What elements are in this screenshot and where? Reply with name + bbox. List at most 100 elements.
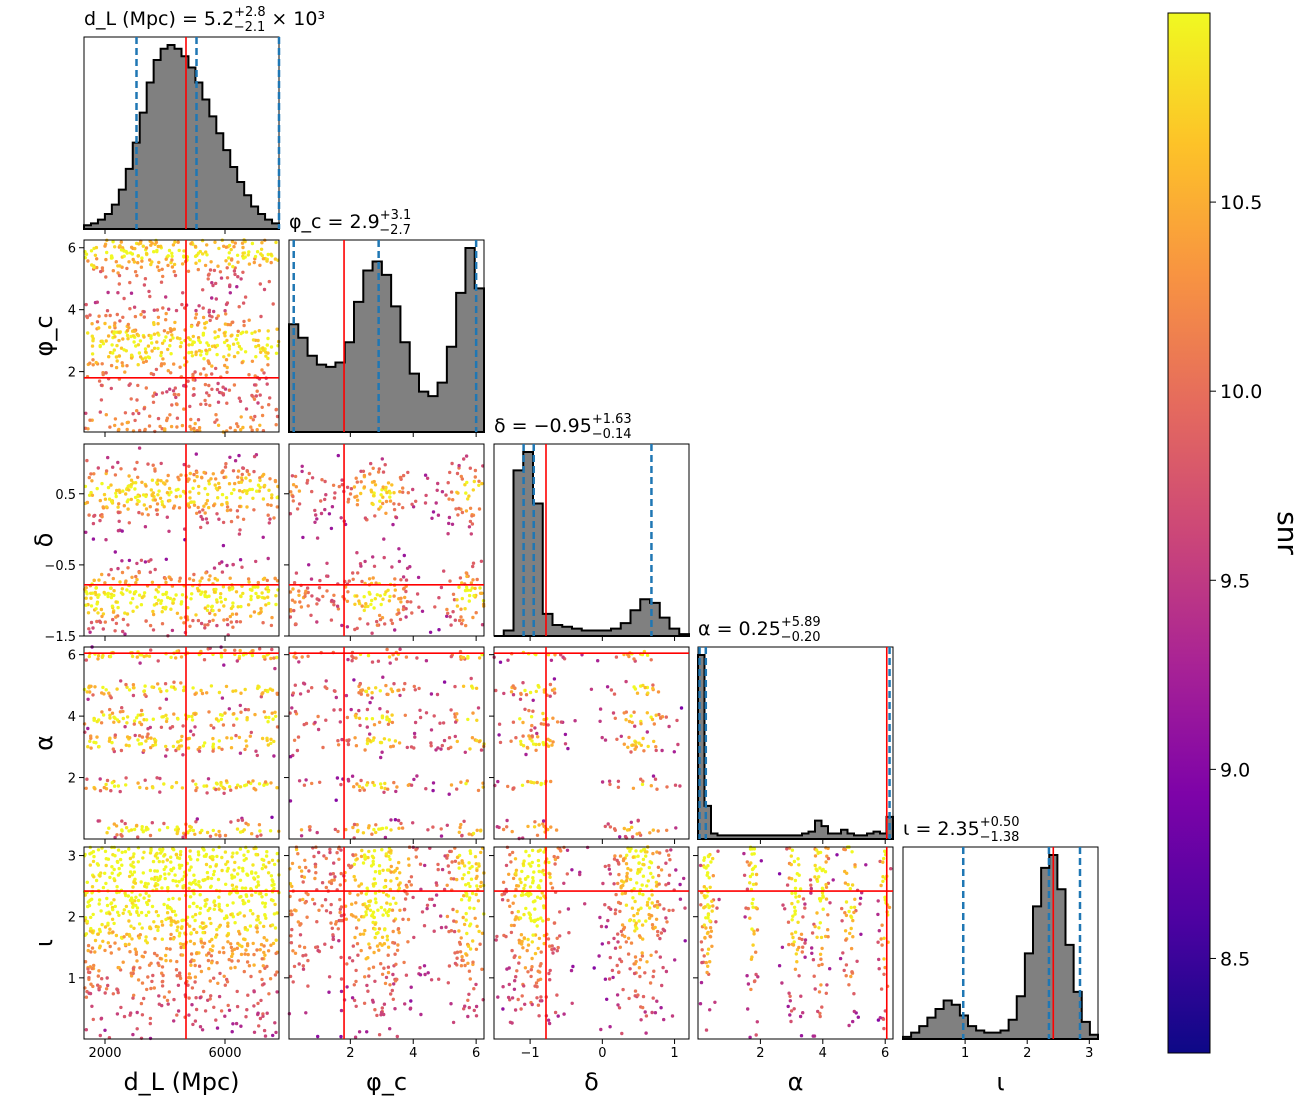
scatter-point — [246, 960, 249, 963]
scatter-point — [397, 883, 400, 886]
scatter-point — [258, 829, 261, 832]
scatter-point — [222, 476, 225, 479]
scatter-point — [466, 655, 469, 658]
scatter-point — [330, 903, 333, 906]
scatter-point — [133, 870, 136, 873]
scatter-point — [112, 898, 115, 901]
scatter-point — [116, 359, 119, 362]
scatter-point — [150, 349, 153, 352]
scatter-point — [384, 982, 387, 985]
scatter-point — [252, 989, 255, 992]
scatter-point — [457, 507, 460, 510]
scatter-point — [161, 860, 164, 863]
scatter-point — [255, 926, 258, 929]
scatter-point — [514, 871, 517, 874]
scatter-point — [445, 856, 448, 859]
scatter-point — [535, 981, 538, 984]
scatter-point — [159, 479, 162, 482]
scatter-point — [311, 476, 314, 479]
scatter-point — [239, 594, 242, 597]
scatter-point — [263, 288, 266, 291]
scatter-point — [100, 482, 103, 485]
scatter-point — [128, 736, 131, 739]
scatter-point — [169, 923, 172, 926]
scatter-point — [331, 927, 334, 930]
scatter-point — [143, 655, 146, 658]
scatter-point — [224, 462, 227, 465]
scatter-point — [345, 985, 348, 988]
scatter-point — [168, 499, 171, 502]
scatter-point — [119, 858, 122, 861]
scatter-point — [642, 749, 645, 752]
scatter-point — [131, 610, 134, 613]
scatter-point — [240, 945, 243, 948]
scatter-point — [251, 654, 254, 657]
scatter-point — [244, 739, 247, 742]
scatter-point — [304, 901, 307, 904]
scatter-point — [394, 739, 397, 742]
scatter-point — [100, 608, 103, 611]
scatter-point — [190, 325, 193, 328]
scatter-point — [239, 558, 242, 561]
scatter-point — [169, 339, 172, 342]
scatter-point — [267, 716, 270, 719]
scatter-point — [204, 511, 207, 514]
scatter-point — [254, 592, 257, 595]
scatter-point — [222, 663, 225, 666]
scatter-point — [560, 720, 563, 723]
scatter-point — [236, 827, 239, 830]
scatter-point — [169, 352, 172, 355]
scatter-point — [876, 913, 879, 916]
scatter-point — [330, 946, 333, 949]
scatter-point — [231, 601, 234, 604]
scatter-point — [290, 885, 293, 888]
scatter-point — [398, 909, 401, 912]
scatter-point — [362, 932, 365, 935]
scatter-point — [392, 998, 395, 1001]
scatter-point — [266, 720, 269, 723]
scatter-point — [86, 501, 89, 504]
scatter-point — [499, 661, 502, 664]
scatter-point — [262, 951, 265, 954]
scatter-point — [97, 819, 100, 822]
scatter-point — [340, 516, 343, 519]
scatter-point — [167, 308, 170, 311]
scatter-point — [529, 975, 532, 978]
scatter-point — [242, 301, 245, 304]
scatter-panel-dL-phic — [83, 238, 280, 433]
scatter-point — [289, 490, 292, 493]
scatter-point — [388, 495, 391, 498]
scatter-point — [134, 315, 137, 318]
scatter-point — [710, 930, 713, 933]
scatter-point — [513, 894, 516, 897]
scatter-point — [197, 252, 200, 255]
scatter-point — [107, 592, 110, 595]
scatter-point — [148, 964, 151, 967]
scatter-point — [134, 581, 137, 584]
scatter-point — [251, 488, 254, 491]
scatter-point — [256, 428, 259, 431]
scatter-point — [465, 575, 468, 578]
scatter-point — [615, 738, 618, 741]
scatter-point — [621, 988, 624, 991]
scatter-point — [425, 659, 428, 662]
scatter-point — [155, 910, 158, 913]
scatter-point — [290, 928, 293, 931]
scatter-point — [150, 685, 153, 688]
scatter-point — [195, 452, 198, 455]
scatter-point — [116, 291, 119, 294]
scatter-point — [373, 480, 376, 483]
scatter-point — [517, 998, 520, 1001]
scatter-point — [226, 618, 229, 621]
scatter-point — [125, 905, 128, 908]
scatter-point — [269, 977, 272, 980]
scatter-point — [200, 829, 203, 832]
scatter-point — [778, 872, 781, 875]
scatter-point — [158, 1003, 161, 1006]
scatter-point — [423, 973, 426, 976]
scatter-point — [547, 723, 550, 726]
scatter-point — [468, 906, 471, 909]
scatter-point — [455, 957, 458, 960]
scatter-point — [512, 902, 515, 905]
scatter-point — [334, 828, 337, 831]
